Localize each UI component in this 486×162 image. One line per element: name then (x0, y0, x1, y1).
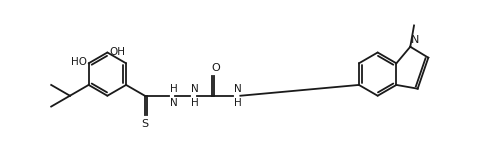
Text: N: N (234, 84, 242, 94)
Text: S: S (141, 119, 148, 129)
Text: H: H (191, 98, 199, 108)
Text: H: H (234, 98, 242, 108)
Text: HO: HO (70, 57, 87, 67)
Text: N: N (170, 98, 177, 108)
Text: O: O (211, 63, 220, 73)
Text: OH: OH (109, 46, 125, 57)
Text: H: H (170, 84, 177, 94)
Text: N: N (191, 84, 199, 94)
Text: N: N (411, 35, 419, 45)
